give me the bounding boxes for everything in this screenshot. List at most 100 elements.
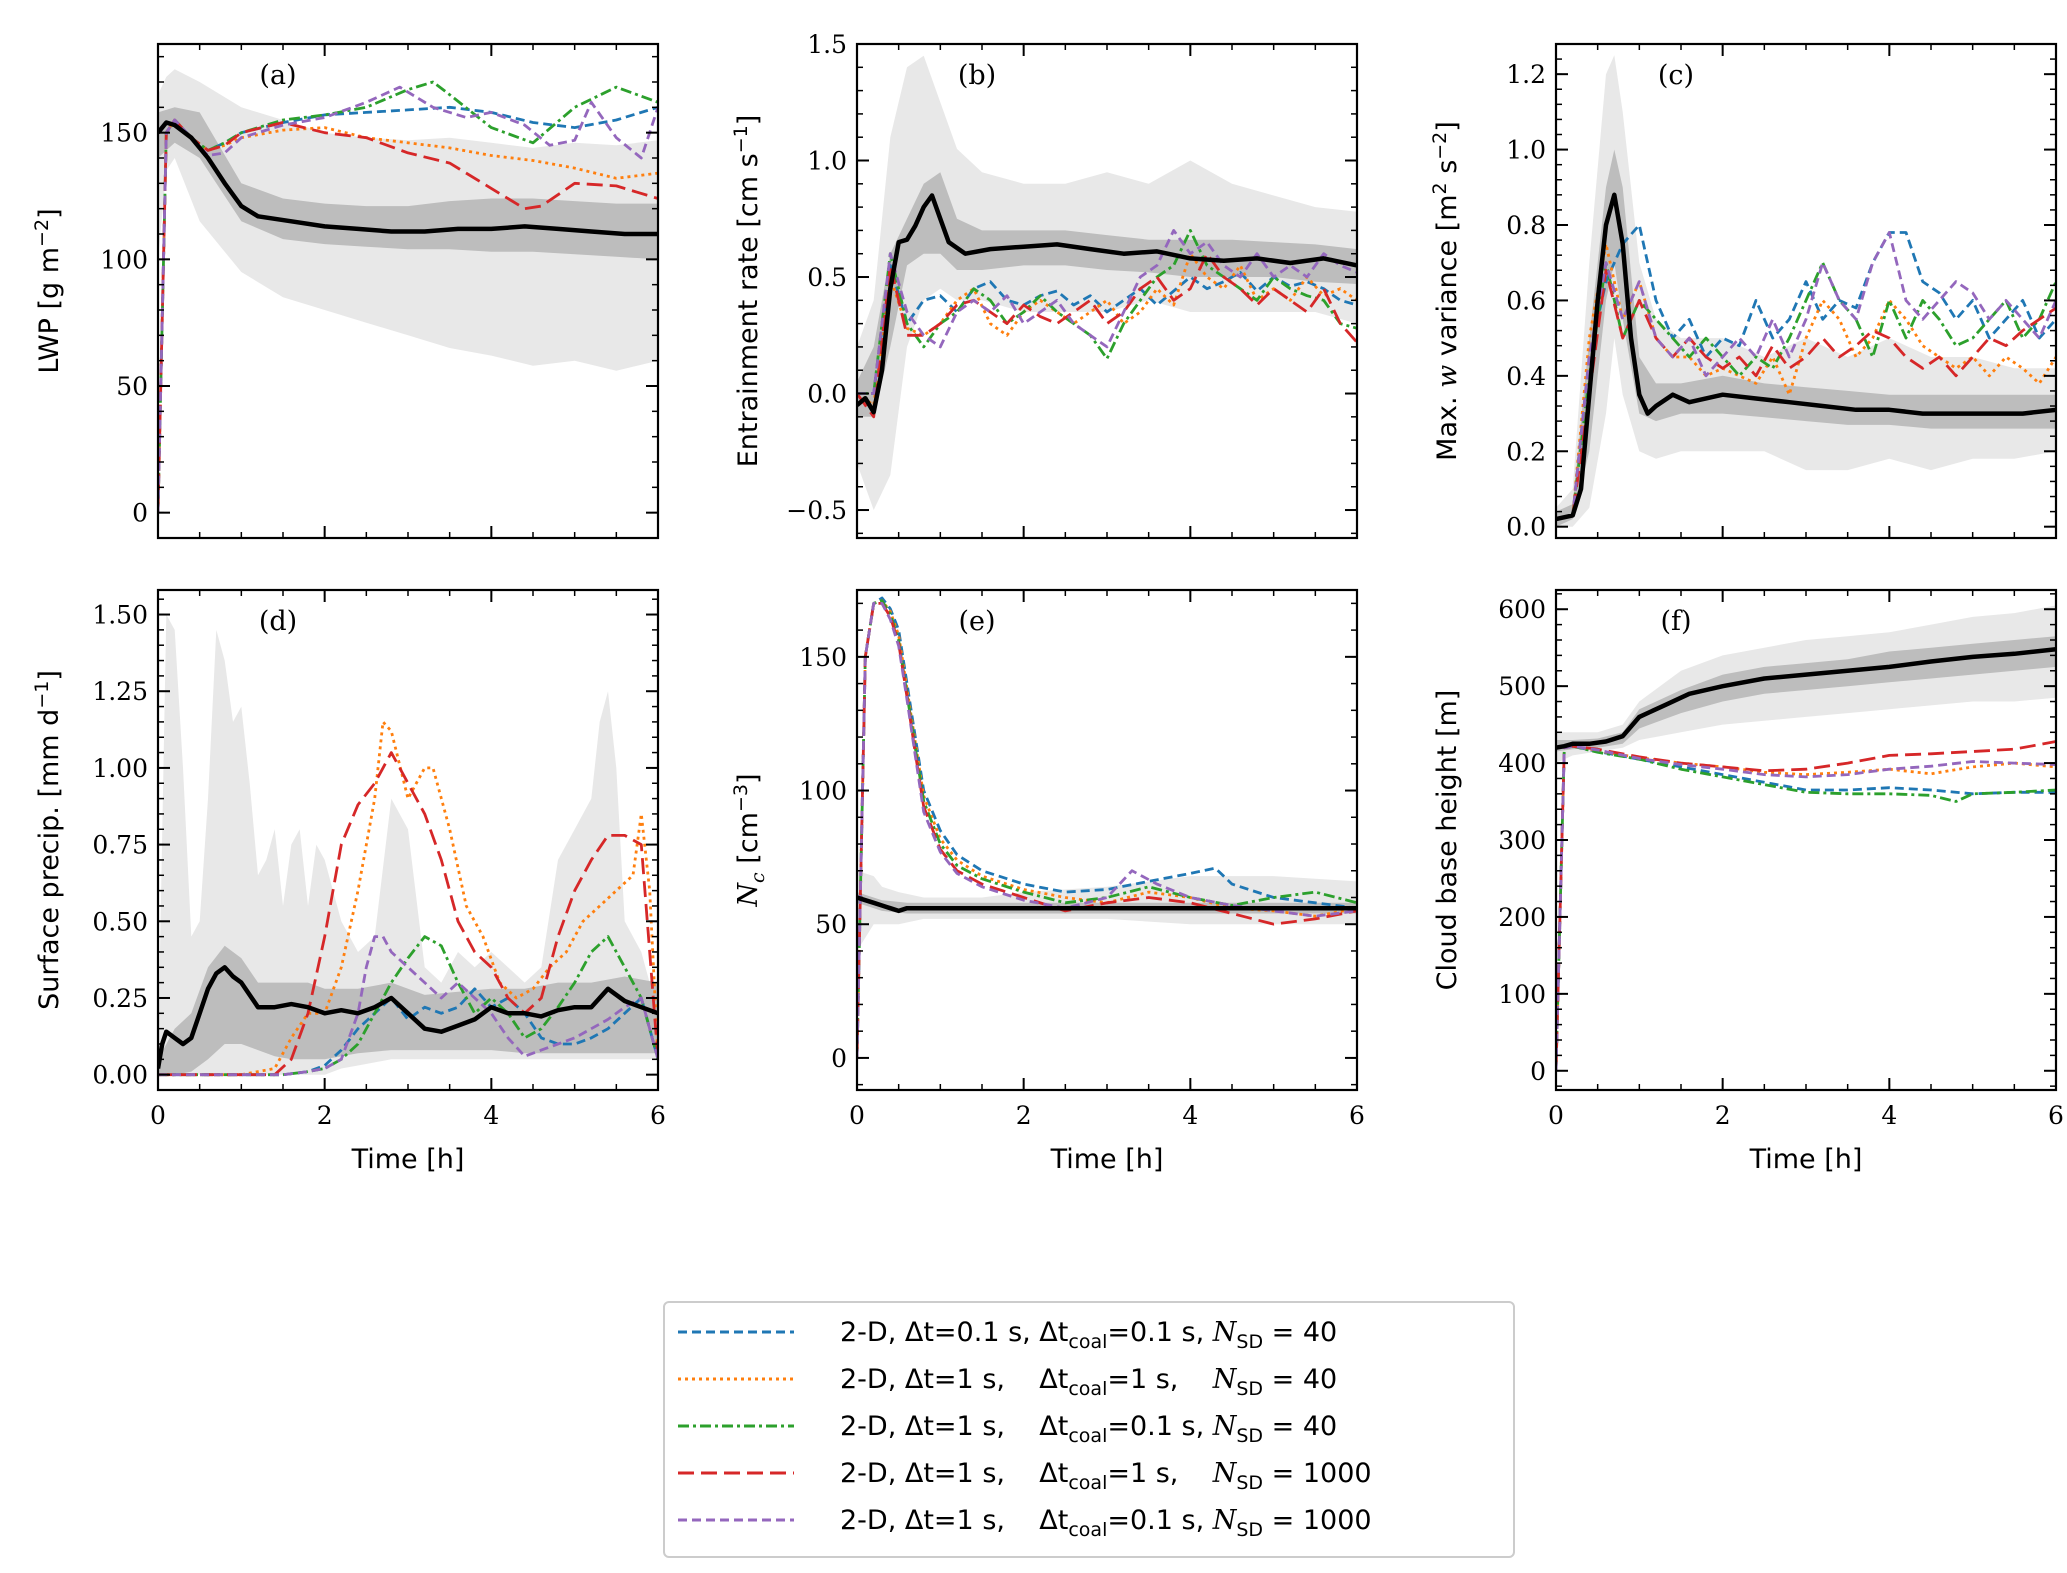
legend-label-5-run-1: coal bbox=[1068, 1519, 1107, 1541]
plot-area-a bbox=[158, 69, 658, 513]
ylabel-c-run-5: −2 bbox=[1429, 132, 1451, 160]
legend-label-3-run-2: =0.1 s, bbox=[1107, 1411, 1212, 1442]
plot-area-b bbox=[857, 55, 1357, 510]
ylabel-a-run-1: −2 bbox=[31, 219, 53, 247]
panel-b: −0.5 0.0 0.5 1.0 1.5 (b) Entrainment rate [cm … bbox=[730, 30, 1359, 540]
y-tick-label-a: 50 bbox=[116, 372, 148, 401]
legend: 2-D, Δt=0.1 s, Δtcoal=0.1 s, NSD = 402-D… bbox=[663, 1301, 1515, 1558]
y-tick-label-c: 0.0 bbox=[1506, 513, 1546, 542]
ylabel-b-run-1: −1 bbox=[730, 125, 752, 153]
x-axis-label-f: Time [h] bbox=[1749, 1144, 1863, 1175]
legend-label-4-run-2: =1 s, bbox=[1107, 1458, 1212, 1489]
y-tick-label-e: 0 bbox=[831, 1044, 847, 1073]
x-tick-label-f: 4 bbox=[1881, 1101, 1897, 1130]
series-2-line-f bbox=[1556, 744, 2056, 1071]
legend-box bbox=[663, 1301, 1515, 1558]
x-tick-label-e: 4 bbox=[1182, 1101, 1198, 1130]
y-tick-label-d: 1.25 bbox=[92, 677, 148, 706]
y-tick-label-c: 0.8 bbox=[1506, 211, 1546, 240]
ylabel-f-run-0: Cloud base height [m] bbox=[1432, 690, 1463, 991]
y-tick-label-c: 0.4 bbox=[1506, 362, 1546, 391]
panel-c: 0.0 0.2 0.4 0.6 0.8 1.0 1.2 (c) Max. w variance … bbox=[1429, 42, 2058, 542]
y-tick-label-b: 0.0 bbox=[807, 380, 847, 409]
ylabel-b-run-2: ] bbox=[733, 115, 764, 126]
legend-label-4-run-4: SD bbox=[1236, 1472, 1263, 1494]
legend-label-3-run-3: N bbox=[1212, 1411, 1238, 1442]
plot-area-d bbox=[158, 614, 658, 1077]
series-1-line-d bbox=[158, 987, 658, 1077]
legend-label-4: 2-D, Δt=1 s, Δtcoal=1 s, NSD = 1000 bbox=[840, 1458, 1372, 1494]
series-4-line-d bbox=[158, 751, 658, 1077]
y-tick-label-b: 0.5 bbox=[807, 263, 847, 292]
y-tick-label-a: 150 bbox=[100, 119, 148, 148]
y-tick-label-e: 150 bbox=[799, 643, 847, 672]
plot-area-e bbox=[857, 596, 1357, 1058]
y-tick-label-d: 1.50 bbox=[92, 601, 148, 630]
series-4-line-f bbox=[1556, 740, 2056, 1071]
panel-letter-d: (d) bbox=[259, 606, 297, 637]
y-tick-label-d: 0.50 bbox=[92, 907, 148, 936]
legend-label-5-run-3: N bbox=[1212, 1505, 1238, 1536]
x-tick-label-d: 0 bbox=[150, 1101, 166, 1130]
x-axis-label-d: Time [h] bbox=[351, 1144, 465, 1175]
band-inner-c bbox=[1556, 149, 2056, 527]
panel-letter-f: (f) bbox=[1660, 606, 1691, 637]
ylabel-d-run-2: ] bbox=[34, 670, 65, 681]
x-tick-label-d: 6 bbox=[650, 1101, 666, 1130]
series-5-line-b bbox=[857, 229, 1357, 395]
legend-label-1-run-1: coal bbox=[1068, 1331, 1107, 1353]
y-tick-label-b: −0.5 bbox=[786, 496, 847, 525]
legend-label-1-run-3: N bbox=[1212, 1317, 1238, 1348]
y-tick-label-f: 500 bbox=[1498, 672, 1546, 701]
legend-label-5-run-0: 2-D, Δt=1 s, Δt bbox=[840, 1505, 1068, 1536]
series-1-line-f bbox=[1556, 744, 2056, 1071]
y-tick-label-f: 200 bbox=[1498, 903, 1546, 932]
y-tick-label-b: 1.5 bbox=[807, 30, 847, 59]
series-5-line-f bbox=[1556, 744, 2056, 1071]
y-tick-label-e: 50 bbox=[815, 910, 847, 939]
series-4-line-e bbox=[857, 602, 1357, 1058]
reference-line-c bbox=[1556, 192, 2056, 522]
ylabel-d-run-1: −1 bbox=[31, 681, 53, 709]
plot-area-c bbox=[1556, 55, 2056, 527]
legend-label-2-run-5: = 40 bbox=[1263, 1364, 1337, 1395]
panel-a: 0 50 100 150 (a) LWP [g m−2] bbox=[31, 42, 660, 540]
series-3-line-f bbox=[1556, 744, 2056, 1071]
series-2-line-a bbox=[158, 118, 658, 513]
legend-item: 2-D, Δt=1 s, Δtcoal=1 s, NSD = 40 bbox=[678, 1364, 1337, 1400]
ylabel-c-run-4: s bbox=[1432, 160, 1463, 183]
legend-label-2-run-4: SD bbox=[1236, 1378, 1263, 1400]
legend-item: 2-D, Δt=1 s, Δtcoal=0.1 s, NSD = 40 bbox=[678, 1411, 1337, 1447]
ylabel-a-run-2: ] bbox=[34, 208, 65, 219]
legend-item: 2-D, Δt=1 s, Δtcoal=1 s, NSD = 1000 bbox=[678, 1458, 1372, 1494]
y-tick-label-f: 100 bbox=[1498, 980, 1546, 1009]
series-5-line-d bbox=[158, 935, 658, 1077]
legend-label-2-run-2: =1 s, bbox=[1107, 1364, 1212, 1395]
y-tick-label-a: 0 bbox=[132, 499, 148, 528]
x-tick-label-f: 2 bbox=[1715, 1101, 1731, 1130]
ylabel-c-run-1: w bbox=[1432, 365, 1463, 388]
legend-label-3-run-1: coal bbox=[1068, 1425, 1107, 1447]
legend-label-3-run-4: SD bbox=[1236, 1425, 1263, 1447]
legend-label-5-run-5: = 1000 bbox=[1263, 1505, 1372, 1536]
panel-letter-a: (a) bbox=[259, 60, 296, 91]
series-4-line-c bbox=[1556, 268, 2056, 521]
y-axis-label-f: Cloud base height [m] bbox=[1432, 690, 1463, 991]
ylabel-c-run-0: Max. bbox=[1432, 388, 1463, 461]
y-axis-label-b: Entrainment rate [cm s−1] bbox=[730, 115, 764, 468]
y-tick-label-f: 400 bbox=[1498, 749, 1546, 778]
x-tick-label-e: 0 bbox=[849, 1101, 865, 1130]
y-tick-label-f: 0 bbox=[1530, 1057, 1546, 1086]
panel-letter-c: (c) bbox=[1658, 60, 1694, 91]
reference-line-b bbox=[857, 193, 1357, 415]
legend-label-5: 2-D, Δt=1 s, Δtcoal=0.1 s, NSD = 1000 bbox=[840, 1505, 1372, 1541]
series-5-line-c bbox=[1556, 231, 2056, 521]
y-tick-label-d: 0.75 bbox=[92, 831, 148, 860]
panel-f: 0 2 4 6 0 100 200 300 400 500 600 (f) Cloud base hei… bbox=[1432, 588, 2064, 1175]
ylabel-c-run-6: ] bbox=[1432, 121, 1463, 132]
series-3-line-e bbox=[857, 599, 1357, 1058]
legend-label-2-run-3: N bbox=[1212, 1364, 1238, 1395]
legend-label-3: 2-D, Δt=1 s, Δtcoal=0.1 s, NSD = 40 bbox=[840, 1411, 1337, 1447]
series-5-line-e bbox=[857, 602, 1357, 1058]
y-tick-label-c: 1.0 bbox=[1506, 136, 1546, 165]
